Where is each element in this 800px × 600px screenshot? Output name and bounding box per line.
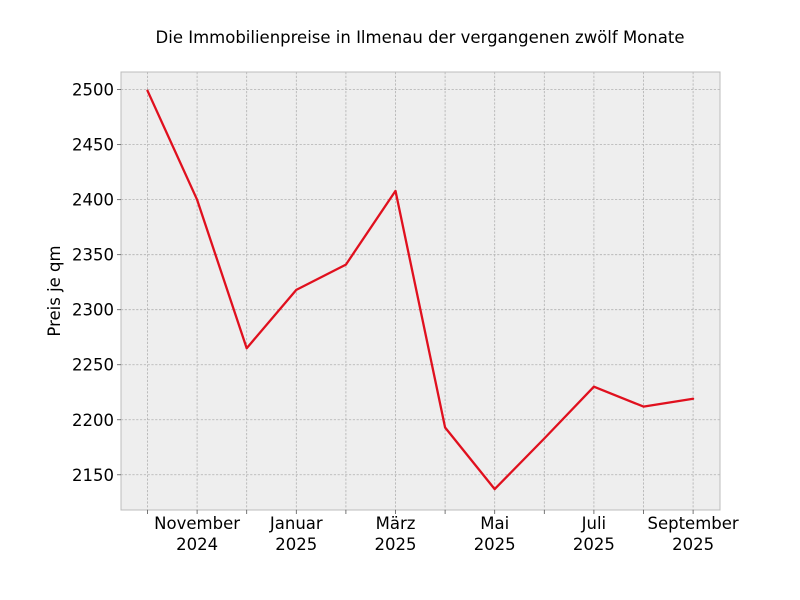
y-tick-label: 2300 bbox=[72, 301, 114, 320]
x-tick-label-year: 2025 bbox=[672, 535, 714, 554]
y-tick-label: 2450 bbox=[72, 136, 114, 155]
chart-title: Die Immobilienpreise in Ilmenau der verg… bbox=[156, 28, 685, 47]
x-tick-label-month: November bbox=[154, 514, 240, 533]
x-tick-label-year: 2024 bbox=[176, 535, 218, 554]
x-tick-label-year: 2025 bbox=[275, 535, 317, 554]
y-tick-label: 2500 bbox=[72, 81, 114, 100]
x-tick-labels: November 2024 Januar 2025 März 2025 Mai 2025 Jul… bbox=[154, 514, 739, 554]
x-tick-label-month: Mai bbox=[480, 514, 509, 533]
x-tick-label-month: März bbox=[376, 514, 416, 533]
y-tick-label: 2350 bbox=[72, 246, 114, 265]
y-tick-labels: 2150 2200 2250 2300 2350 2400 2450 2500 bbox=[72, 81, 114, 485]
series-layer bbox=[146, 89, 695, 491]
x-tick-label-year: 2025 bbox=[474, 535, 516, 554]
y-tick-label: 2200 bbox=[72, 411, 114, 430]
plot-frame bbox=[120, 71, 721, 511]
x-tick-label-year: 2025 bbox=[573, 535, 615, 554]
tick-layer bbox=[117, 89, 694, 514]
y-axis-label: Preis je qm bbox=[45, 245, 64, 336]
plot-area bbox=[121, 72, 720, 510]
x-tick-label-month: Juli bbox=[581, 514, 607, 533]
y-tick-label: 2150 bbox=[72, 466, 114, 485]
x-tick-label-month: Januar bbox=[269, 514, 323, 533]
series-line bbox=[146, 89, 695, 491]
y-tick-label: 2250 bbox=[72, 356, 114, 375]
y-tick-label: 2400 bbox=[72, 191, 114, 210]
x-tick-label-year: 2025 bbox=[375, 535, 417, 554]
x-tick-label-month: September bbox=[647, 514, 738, 533]
